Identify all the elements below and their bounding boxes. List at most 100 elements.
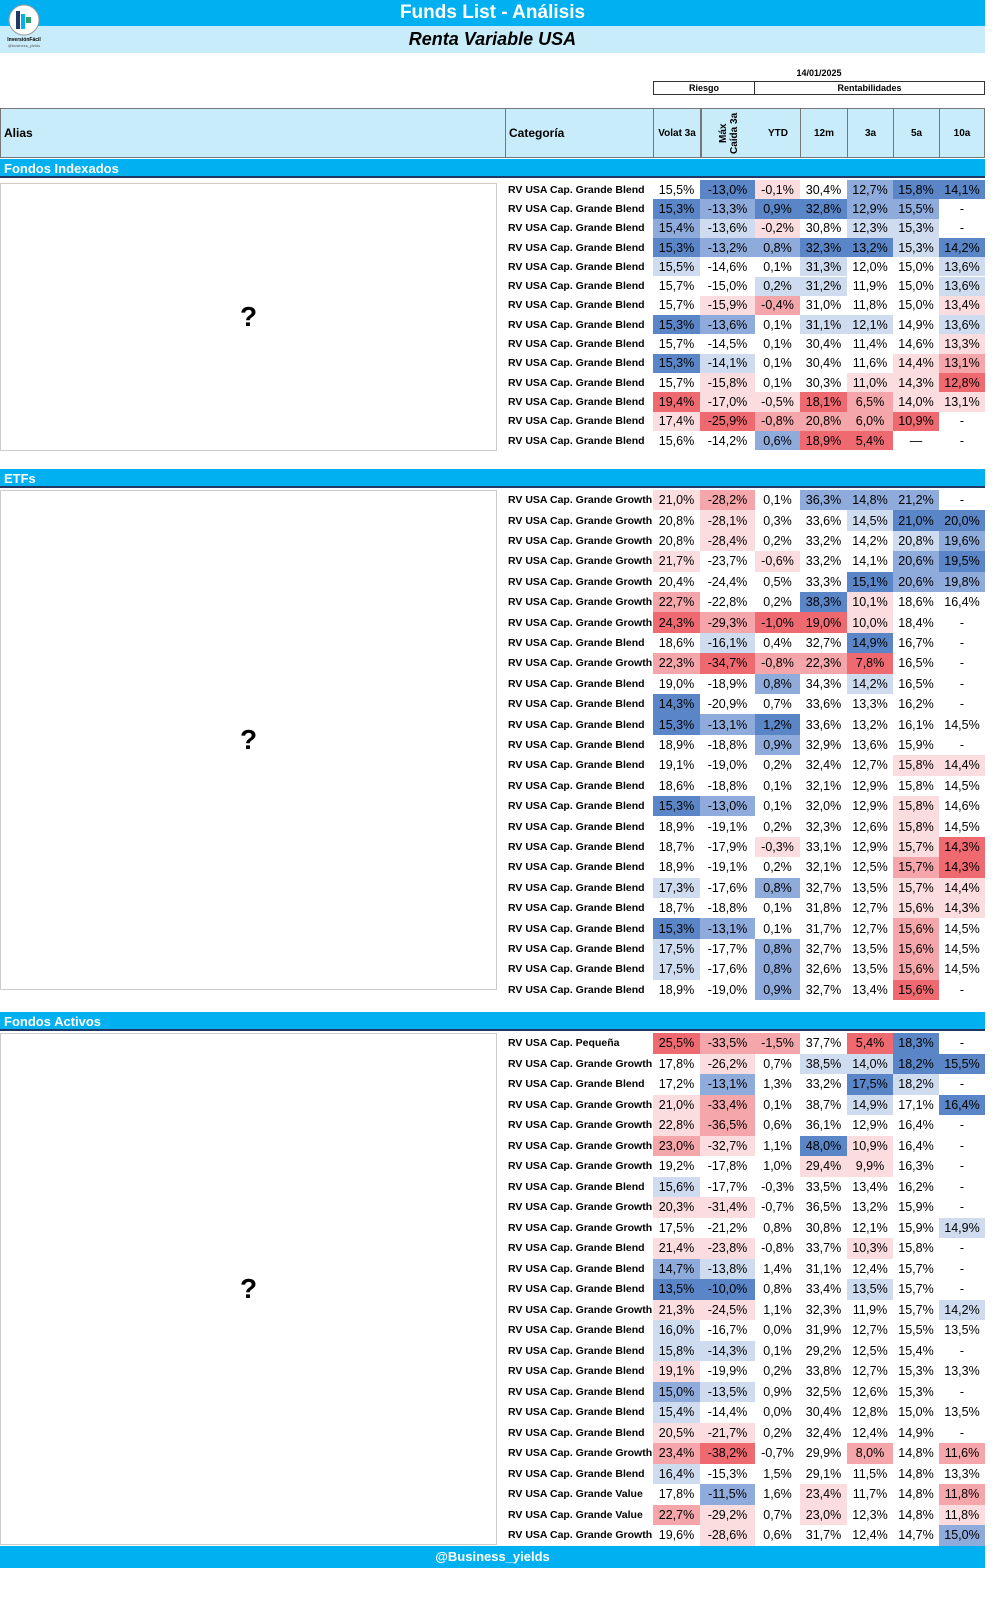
col-3a[interactable]: 3a (848, 109, 894, 157)
table-row[interactable]: RV USA Cap. Grande Blend 15,3% -13,1% 1,2% 3… (505, 714, 985, 735)
col-ytd[interactable]: YTD (756, 109, 801, 157)
col-12m[interactable]: 12m (801, 109, 848, 157)
row-value: 29,2% (800, 1340, 847, 1361)
table-row[interactable]: RV USA Cap. Grande Blend 15,3% -13,3% 0,9% 3… (505, 199, 985, 219)
row-value: - (939, 1033, 985, 1054)
table-row[interactable]: RV USA Cap. Grande Blend 18,9% -19,0% 0,9% 3… (505, 979, 985, 1000)
table-row[interactable]: RV USA Cap. Grande Growth 17,5% -21,2% 0,8%… (505, 1217, 985, 1238)
table-row[interactable]: RV USA Cap. Grande Growth 24,3% -29,3% -1,0… (505, 612, 985, 633)
table-row[interactable]: RV USA Cap. Grande Growth 22,8% -36,5% 0,6%… (505, 1115, 985, 1136)
table-row[interactable]: RV USA Cap. Grande Blend 15,3% -14,1% 0,1% 3… (505, 353, 985, 373)
table-row[interactable]: RV USA Cap. Grande Blend 18,6% -18,8% 0,1% 3… (505, 775, 985, 796)
col-10a[interactable]: 10a (953, 127, 971, 139)
table-row[interactable]: RV USA Cap. Grande Blend 17,2% -13,1% 1,3% 3… (505, 1074, 985, 1095)
table-row[interactable]: RV USA Cap. Grande Blend 19,4% -17,0% -0,5%… (505, 392, 985, 412)
table-row[interactable]: RV USA Cap. Grande Blend 14,3% -20,9% 0,7% 3… (505, 694, 985, 715)
row-value: -31,4% (700, 1197, 755, 1218)
table-row[interactable]: RV USA Cap. Grande Growth 20,8% -28,1% 0,3%… (505, 510, 985, 531)
table-row[interactable]: RV USA Cap. Grande Blend 16,4% -15,3% 1,5% 2… (505, 1463, 985, 1484)
row-category: RV USA Cap. Grande Growth (508, 514, 653, 527)
table-row[interactable]: RV USA Cap. Grande Growth 20,4% -24,4% 0,5%… (505, 571, 985, 592)
table-row[interactable]: RV USA Cap. Grande Blend 15,4% -13,6% -0,2%… (505, 218, 985, 238)
table-row[interactable]: RV USA Cap. Grande Growth 22,3% -34,7% -0,8… (505, 653, 985, 674)
row-value: 11,8% (939, 1484, 985, 1505)
table-row[interactable]: RV USA Cap. Grande Blend 21,4% -23,8% -0,8%… (505, 1238, 985, 1259)
row-value: - (939, 979, 985, 1000)
row-value: -13,6% (700, 218, 755, 238)
table-row[interactable]: RV USA Cap. Grande Growth 19,6% -28,6% 0,6%… (505, 1525, 985, 1546)
row-value: 1,2% (755, 714, 800, 735)
col-categoria[interactable]: Categoría (506, 109, 654, 157)
table-row[interactable]: RV USA Cap. Grande Growth 21,0% -28,2% 0,1%… (505, 490, 985, 511)
table-row[interactable]: RV USA Cap. Grande Growth 20,3% -31,4% -0,7… (505, 1197, 985, 1218)
table-row[interactable]: RV USA Cap. Grande Blend 18,7% -18,8% 0,1% 3… (505, 898, 985, 919)
row-value: 19,1% (653, 1361, 700, 1382)
row-value: 33,1% (800, 836, 847, 858)
row-value: 12,7% (847, 898, 893, 919)
table-row[interactable]: RV USA Cap. Grande Blend 19,1% -19,0% 0,2% 3… (505, 755, 985, 776)
row-category: RV USA Cap. Grande Growth (508, 1139, 653, 1152)
col-5a[interactable]: 5a (894, 109, 940, 157)
table-row[interactable]: RV USA Cap. Grande Blend 15,0% -13,5% 0,9% 3… (505, 1381, 985, 1402)
table-row[interactable]: RV USA Cap. Grande Blend 13,5% -10,0% 0,8% 3… (505, 1279, 985, 1300)
table-row[interactable]: RV USA Cap. Grande Blend 15,6% -14,2% 0,6% 1… (505, 430, 985, 451)
row-value: 0,1% (755, 898, 800, 919)
table-row[interactable]: RV USA Cap. Grande Growth 19,2% -17,8% 1,0%… (505, 1156, 985, 1177)
col-volat[interactable]: Volat 3a (654, 109, 701, 157)
table-row[interactable]: RV USA Cap. Pequeña 25,5% -33,5% -1,5% 37,7%… (505, 1033, 985, 1054)
table-row[interactable]: RV USA Cap. Grande Blend 15,5% -13,0% -0,1%… (505, 180, 985, 200)
row-value: - (939, 1279, 985, 1300)
col-max-caida[interactable]: Máx Caída 3a (701, 109, 756, 157)
table-row[interactable]: RV USA Cap. Grande Blend 15,6% -17,7% -0,3%… (505, 1176, 985, 1197)
row-category: RV USA Cap. Grande Blend (508, 222, 645, 235)
alias-placeholder: ? (0, 183, 497, 451)
table-row[interactable]: RV USA Cap. Grande Value 17,8% -11,5% 1,6% 2… (505, 1484, 985, 1505)
row-value: 16,0% (653, 1320, 700, 1341)
table-row[interactable]: RV USA Cap. Grande Blend 18,9% -19,1% 0,2% 3… (505, 857, 985, 878)
table-row[interactable]: RV USA Cap. Grande Blend 16,0% -16,7% 0,0% 3… (505, 1320, 985, 1341)
table-row[interactable]: RV USA Cap. Grande Blend 18,9% -19,1% 0,2% 3… (505, 816, 985, 837)
row-value: 11,6% (939, 1443, 985, 1464)
row-value: 11,8% (939, 1504, 985, 1525)
table-row[interactable]: RV USA Cap. Grande Blend 15,7% -15,8% 0,1% 3… (505, 373, 985, 393)
table-row[interactable]: RV USA Cap. Grande Blend 15,7% -15,9% -0,4%… (505, 295, 985, 316)
table-row[interactable]: RV USA Cap. Grande Blend 15,5% -14,6% 0,1% 3… (505, 257, 985, 277)
table-row[interactable]: RV USA Cap. Grande Blend 15,4% -14,4% 0,0% 3… (505, 1402, 985, 1423)
table-row[interactable]: RV USA Cap. Grande Blend 14,7% -13,8% 1,4% 3… (505, 1258, 985, 1279)
table-row[interactable]: RV USA Cap. Grande Blend 15,3% -13,0% 0,1% 3… (505, 796, 985, 817)
table-row[interactable]: RV USA Cap. Grande Blend 18,7% -17,9% -0,3%… (505, 836, 985, 858)
table-row[interactable]: RV USA Cap. Grande Blend 17,4% -25,9% -0,8%… (505, 411, 985, 431)
col-alias[interactable]: Alias (1, 109, 506, 157)
row-value: 18,2% (893, 1074, 939, 1095)
table-row[interactable]: RV USA Cap. Grande Blend 19,1% -19,9% 0,2% 3… (505, 1361, 985, 1382)
table-row[interactable]: RV USA Cap. Grande Blend 17,5% -17,6% 0,8% 3… (505, 959, 985, 980)
table-row[interactable]: RV USA Cap. Grande Value 22,7% -29,2% 0,7% 2… (505, 1504, 985, 1525)
table-row[interactable]: RV USA Cap. Grande Blend 17,3% -17,6% 0,8% 3… (505, 877, 985, 898)
row-value: 13,5% (939, 1402, 985, 1423)
row-value: -13,1% (700, 918, 755, 939)
table-row[interactable]: RV USA Cap. Grande Blend 15,3% -13,1% 0,1% 3… (505, 918, 985, 939)
row-value: 12,3% (847, 218, 893, 238)
table-row[interactable]: RV USA Cap. Grande Growth 21,7% -23,7% -0,6… (505, 551, 985, 572)
table-row[interactable]: RV USA Cap. Grande Blend 18,9% -18,8% 0,9% 3… (505, 734, 985, 756)
table-row[interactable]: RV USA Cap. Grande Blend 15,3% -13,2% 0,8% 3… (505, 237, 985, 258)
table-row[interactable]: RV USA Cap. Grande Blend 19,0% -18,9% 0,8% 3… (505, 673, 985, 694)
table-row[interactable]: RV USA Cap. Grande Blend 15,3% -13,6% 0,1% 3… (505, 315, 985, 335)
table-row[interactable]: RV USA Cap. Grande Growth 22,7% -22,8% 0,2%… (505, 592, 985, 613)
table-row[interactable]: RV USA Cap. Grande Blend 15,7% -14,5% 0,1% 3… (505, 334, 985, 354)
table-row[interactable]: RV USA Cap. Grande Growth 23,4% -38,2% -0,7… (505, 1443, 985, 1464)
row-value: - (939, 673, 985, 694)
table-row[interactable]: RV USA Cap. Grande Growth 20,8% -28,4% 0,2%… (505, 530, 985, 552)
row-value: 6,5% (847, 392, 893, 412)
table-row[interactable]: RV USA Cap. Grande Blend 20,5% -21,7% 0,2% 3… (505, 1422, 985, 1443)
table-row[interactable]: RV USA Cap. Grande Growth 21,0% -33,4% 0,1%… (505, 1094, 985, 1115)
row-value: 15,4% (893, 1340, 939, 1361)
row-value: -20,9% (700, 694, 755, 715)
table-row[interactable]: RV USA Cap. Grande Blend 15,7% -15,0% 0,2% 3… (505, 276, 985, 296)
table-row[interactable]: RV USA Cap. Grande Blend 17,5% -17,7% 0,8% 3… (505, 938, 985, 960)
table-row[interactable]: RV USA Cap. Grande Growth 17,8% -26,2% 0,7%… (505, 1053, 985, 1074)
table-row[interactable]: RV USA Cap. Grande Growth 21,3% -24,5% 1,1%… (505, 1299, 985, 1320)
table-row[interactable]: RV USA Cap. Grande Blend 15,8% -14,3% 0,1% 2… (505, 1340, 985, 1361)
table-row[interactable]: RV USA Cap. Grande Blend 18,6% -16,1% 0,4% 3… (505, 632, 985, 654)
table-row[interactable]: RV USA Cap. Grande Growth 23,0% -32,7% 1,1%… (505, 1135, 985, 1156)
